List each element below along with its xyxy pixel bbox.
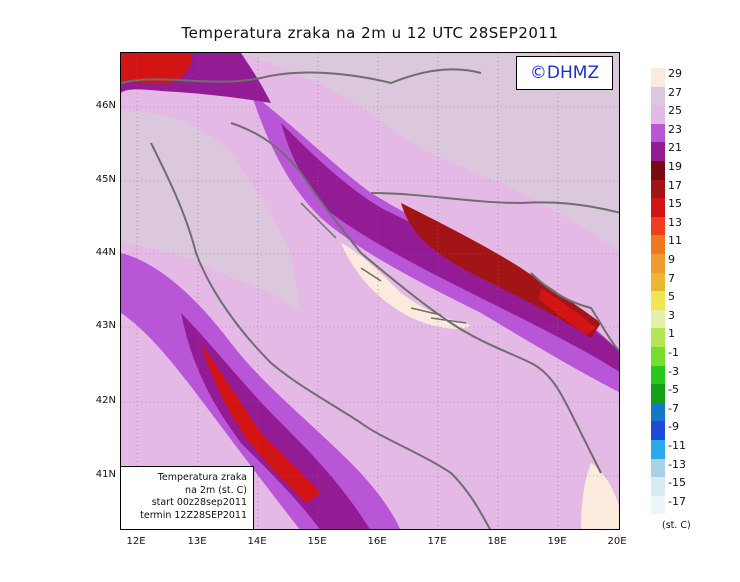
lon-label: 20E (607, 536, 627, 547)
lat-label: 43N (95, 320, 116, 331)
colorbar-swatch (651, 440, 665, 459)
colorbar-label: 11 (668, 234, 682, 248)
colorbar-label: 5 (668, 290, 675, 304)
colorbar-swatch (651, 123, 665, 143)
colorbar-label: -17 (668, 494, 686, 508)
colorbar-swatch (651, 254, 665, 273)
colorbar-swatch (651, 347, 665, 366)
colorbar-swatch (651, 161, 665, 180)
colorbar-label: 7 (668, 271, 675, 285)
islands (300, 202, 467, 324)
colorbar-label: 29 (668, 67, 682, 80)
colorbar-label: 17 (668, 178, 682, 192)
lon-label: 14E (247, 536, 267, 547)
info-line-4: termin 12Z28SEP2011 (140, 509, 247, 521)
info-line-1: Temperatura zraka (157, 472, 247, 483)
field-pale-se (581, 463, 619, 529)
lat-label: 46N (95, 100, 116, 111)
lon-label: 18E (487, 536, 507, 547)
colorbar-swatch (651, 235, 665, 254)
border-north (121, 68, 482, 85)
colorbar-label: -11 (668, 439, 686, 452)
colorbar-label: -9 (668, 420, 679, 434)
field-mid-east (371, 73, 619, 252)
map-title: Temperatura zraka na 2m u 12 UTC 28SEP20… (181, 24, 559, 42)
colorbar-swatch (651, 402, 665, 422)
info-box: Temperatura zraka na 2m (st. C) start 00… (120, 466, 254, 530)
lat-label: 41N (95, 469, 116, 480)
colorbar-swatch (651, 365, 665, 385)
colorbar-label: 1 (668, 327, 675, 341)
colorbar-swatch (651, 309, 665, 329)
lon-label: 15E (307, 536, 327, 547)
colorbar-label: -3 (668, 364, 679, 378)
colorbar-swatch (651, 495, 665, 515)
colorbar-label: -7 (668, 401, 679, 415)
lon-label: 19E (547, 536, 567, 547)
field-pale-coast (341, 243, 471, 329)
colorbar-label: 19 (668, 160, 682, 173)
colorbar-label: 9 (668, 253, 675, 266)
colorbar-label: -13 (668, 457, 686, 471)
colorbar-swatch (651, 477, 665, 496)
field-hot-italy (181, 313, 370, 529)
field-nw-corner-hot (121, 53, 192, 84)
lat-label: 44N (95, 247, 116, 258)
colorbar-swatch (651, 142, 665, 161)
colorbar-swatch (651, 384, 665, 403)
colorbar-label: -5 (668, 383, 679, 397)
colorbar-swatch (651, 105, 665, 124)
colorbar-label: 13 (668, 215, 682, 229)
colorbar-swatch (651, 458, 665, 478)
colorbar-label: 27 (668, 85, 682, 99)
field-warm-italy (121, 253, 401, 529)
lat-label: 45N (95, 174, 116, 185)
colorbar-swatch (651, 421, 665, 440)
colorbar-swatch (651, 86, 665, 106)
colorbar-swatch (651, 216, 665, 236)
coastline-italy (150, 142, 492, 529)
dhmz-logo: ©DHMZ (516, 56, 613, 90)
border-east (370, 192, 619, 214)
lon-label: 16E (367, 536, 387, 547)
field-hottest-dinaric (539, 288, 596, 335)
colorbar-label: 3 (668, 308, 675, 322)
colorbar-unit: (st. C) (662, 520, 691, 531)
lon-label: 17E (427, 536, 447, 547)
border-bosnia (530, 272, 619, 353)
colorbar-label: 25 (668, 104, 682, 118)
colorbar-swatch (651, 179, 665, 199)
colorbar-swatch (651, 272, 665, 292)
colorbar-label: 21 (668, 141, 682, 155)
colorbar-label: -1 (668, 346, 679, 359)
field-hottest-italy (201, 343, 321, 503)
coastline-balkan (230, 122, 602, 474)
colorbar-swatch (651, 291, 665, 310)
info-line-3: start 00z28sep2011 (151, 497, 247, 508)
colorbar-label: -15 (668, 476, 686, 490)
colorbar-swatch (651, 198, 665, 217)
info-line-2: na 2m (st. C) (185, 484, 247, 496)
lat-label: 42N (95, 395, 116, 406)
map-panel (120, 52, 620, 530)
temperature-map (121, 53, 619, 529)
lon-label: 12E (126, 536, 146, 547)
colorbar-swatch (651, 328, 665, 347)
field-mid-west (121, 112, 301, 314)
gridlines (121, 53, 619, 529)
colorbar-swatch (651, 68, 665, 87)
colorbar-label: 15 (668, 197, 682, 211)
lon-label: 13E (187, 536, 207, 547)
colorbar-label: 23 (668, 122, 682, 136)
